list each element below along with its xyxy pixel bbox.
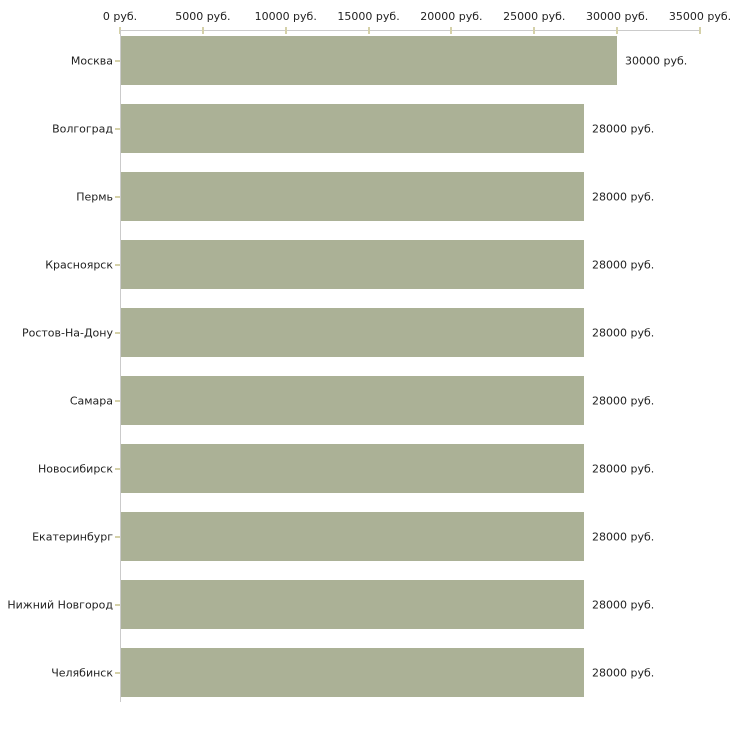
bar	[121, 648, 584, 697]
bar	[121, 444, 584, 493]
value-label: 28000 руб.	[592, 190, 655, 203]
category-tick-mark	[115, 671, 120, 674]
category-label: Пермь	[76, 190, 113, 203]
value-label: 28000 руб.	[592, 326, 655, 339]
value-label: 30000 руб.	[625, 54, 688, 67]
category-tick-mark	[115, 59, 120, 62]
category-tick-mark	[115, 331, 120, 334]
category-label: Москва	[70, 54, 113, 67]
value-label: 28000 руб.	[592, 462, 655, 475]
category-label: Ростов-На-Дону	[21, 326, 113, 339]
category-tick-mark	[115, 263, 120, 266]
bar	[121, 308, 584, 357]
bar	[121, 580, 584, 629]
x-axis-tick-label: 15000 руб.	[337, 10, 400, 23]
category-tick-mark	[115, 399, 120, 402]
y-axis-line	[120, 30, 121, 702]
category-label: Самара	[69, 394, 113, 407]
x-axis-tick-mark	[533, 27, 536, 34]
bar	[121, 240, 584, 289]
bar	[121, 376, 584, 425]
x-axis-tick-mark	[616, 27, 619, 34]
x-axis-tick-label: 5000 руб.	[175, 10, 231, 23]
value-label: 28000 руб.	[592, 394, 655, 407]
bar	[121, 512, 584, 561]
category-tick-mark	[115, 603, 120, 606]
x-axis-tick-label: 25000 руб.	[503, 10, 566, 23]
value-label: 28000 руб.	[592, 122, 655, 135]
x-axis-tick-label: 20000 руб.	[420, 10, 483, 23]
value-label: 28000 руб.	[592, 258, 655, 271]
category-tick-mark	[115, 127, 120, 130]
x-axis-line	[120, 30, 700, 31]
x-axis-tick-label: 0 руб.	[102, 10, 138, 23]
x-axis-tick-label: 35000 руб.	[668, 10, 730, 23]
bar	[121, 104, 584, 153]
bar	[121, 172, 584, 221]
value-label: 28000 руб.	[592, 598, 655, 611]
category-tick-mark	[115, 195, 120, 198]
value-label: 28000 руб.	[592, 666, 655, 679]
x-axis-tick-label: 30000 руб.	[586, 10, 649, 23]
category-label: Новосибирск	[37, 462, 113, 475]
x-axis-tick-mark	[367, 27, 370, 34]
category-tick-mark	[115, 467, 120, 470]
x-axis-tick-mark	[284, 27, 287, 34]
category-label: Челябинск	[51, 666, 113, 679]
value-label: 28000 руб.	[592, 530, 655, 543]
category-label: Красноярск	[45, 258, 113, 271]
x-axis-tick-mark	[201, 27, 204, 34]
category-label: Екатеринбург	[32, 530, 113, 543]
x-axis-tick-mark	[699, 27, 701, 34]
category-label: Нижний Новгород	[7, 598, 113, 611]
x-axis-tick-label: 10000 руб.	[254, 10, 317, 23]
x-axis-tick-mark	[450, 27, 453, 34]
category-tick-mark	[115, 535, 120, 538]
bar	[121, 36, 617, 85]
category-label: Волгоград	[52, 122, 113, 135]
